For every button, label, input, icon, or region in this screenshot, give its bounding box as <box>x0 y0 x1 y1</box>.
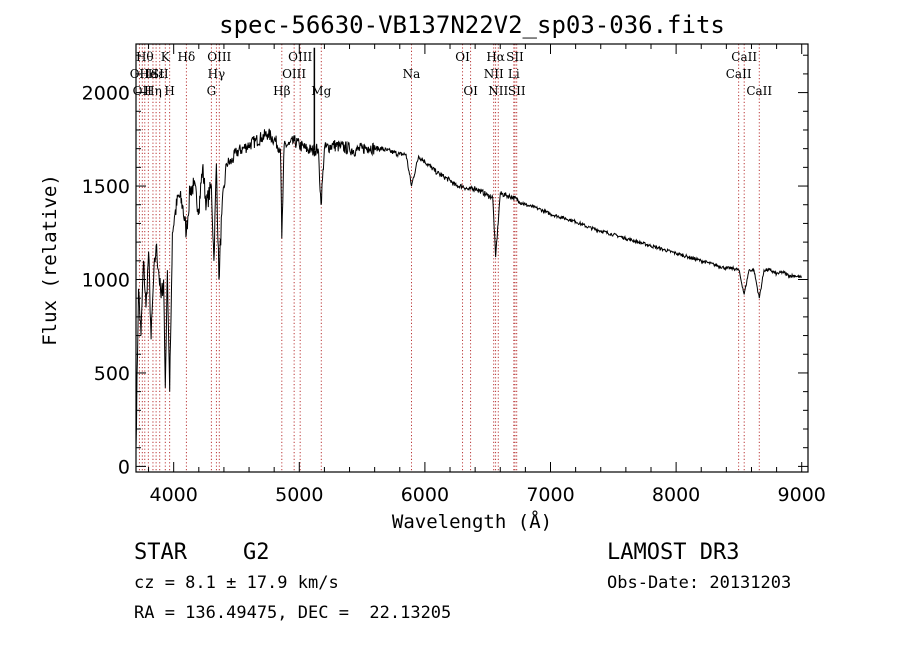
line-label-13: Hβ <box>273 84 290 98</box>
line-label-19: OI <box>463 84 478 98</box>
x-tick-label-9000: 9000 <box>778 484 826 506</box>
x-axis-label: Wavelength (Å) <box>392 510 552 533</box>
line-label-1: OII <box>133 84 153 98</box>
line-label-22: NII <box>488 84 508 98</box>
line-label-27: CaII <box>731 50 757 64</box>
survey-name: LAMOST DR3 <box>607 540 740 565</box>
line-label-18: OI <box>455 50 470 64</box>
chart-title: spec-56630-VB137N22V2_sp03-036.fits <box>219 11 725 39</box>
plot-frame <box>135 43 809 473</box>
x-tick-label-7000: 7000 <box>526 484 574 506</box>
line-label-14: OIII <box>282 67 306 81</box>
line-label-21: Hα <box>486 50 505 64</box>
observation-date: Obs-Date: 20131203 <box>607 573 792 593</box>
line-label-2: Hθ <box>136 50 154 64</box>
line-label-23: Li <box>508 67 520 81</box>
line-label-24: SII <box>506 50 524 64</box>
object-subclass: G2 <box>243 540 270 565</box>
line-label-26: CaII <box>726 67 752 81</box>
line-label-28: CaII <box>746 84 772 98</box>
y-axis-ticks: 0 500 1000 1500 2000 <box>82 54 808 478</box>
x-tick-label-4000: 4000 <box>150 484 198 506</box>
object-class: STAR <box>134 540 187 565</box>
line-label-25: SII <box>508 84 526 98</box>
line-label-8: H <box>164 84 174 98</box>
spectral-line-labels: OIIOIIHθHeHηHεSIIKHHδGHγOIIIHβOIIIOIIIMg… <box>130 50 773 98</box>
line-label-11: Hγ <box>208 67 226 81</box>
coordinates: RA = 136.49475, DEC = 22.13205 <box>134 603 452 623</box>
y-tick-label-0: 0 <box>118 456 130 478</box>
spectral-line-marks <box>138 44 760 472</box>
line-label-16: Mg <box>311 84 331 98</box>
line-label-4: Hη <box>144 84 162 98</box>
line-label-3: He <box>140 67 158 81</box>
y-axis-label: Flux (relative) <box>39 174 61 346</box>
y-tick-label-1500: 1500 <box>82 176 130 198</box>
redshift-velocity: cz = 8.1 ± 17.9 km/s <box>134 573 339 593</box>
x-tick-label-6000: 6000 <box>401 484 449 506</box>
spectrum-line <box>135 128 803 448</box>
x-tick-label-5000: 5000 <box>275 484 323 506</box>
line-label-9: Hδ <box>178 50 196 64</box>
y-tick-label-2000: 2000 <box>82 83 130 105</box>
line-label-5: Hε <box>148 67 165 81</box>
line-label-12: OIII <box>207 50 231 64</box>
line-label-20: NII <box>484 67 504 81</box>
y-tick-label-1000: 1000 <box>82 269 130 291</box>
line-label-15: OIII <box>288 50 312 64</box>
line-label-6: SII <box>151 67 169 81</box>
line-label-17: Na <box>403 67 421 81</box>
y-tick-label-500: 500 <box>94 363 130 385</box>
x-tick-label-8000: 8000 <box>652 484 700 506</box>
x-axis-ticks: 4000 5000 6000 7000 8000 9000 <box>148 44 826 506</box>
line-label-10: G <box>207 84 217 98</box>
line-label-7: K <box>161 50 171 64</box>
